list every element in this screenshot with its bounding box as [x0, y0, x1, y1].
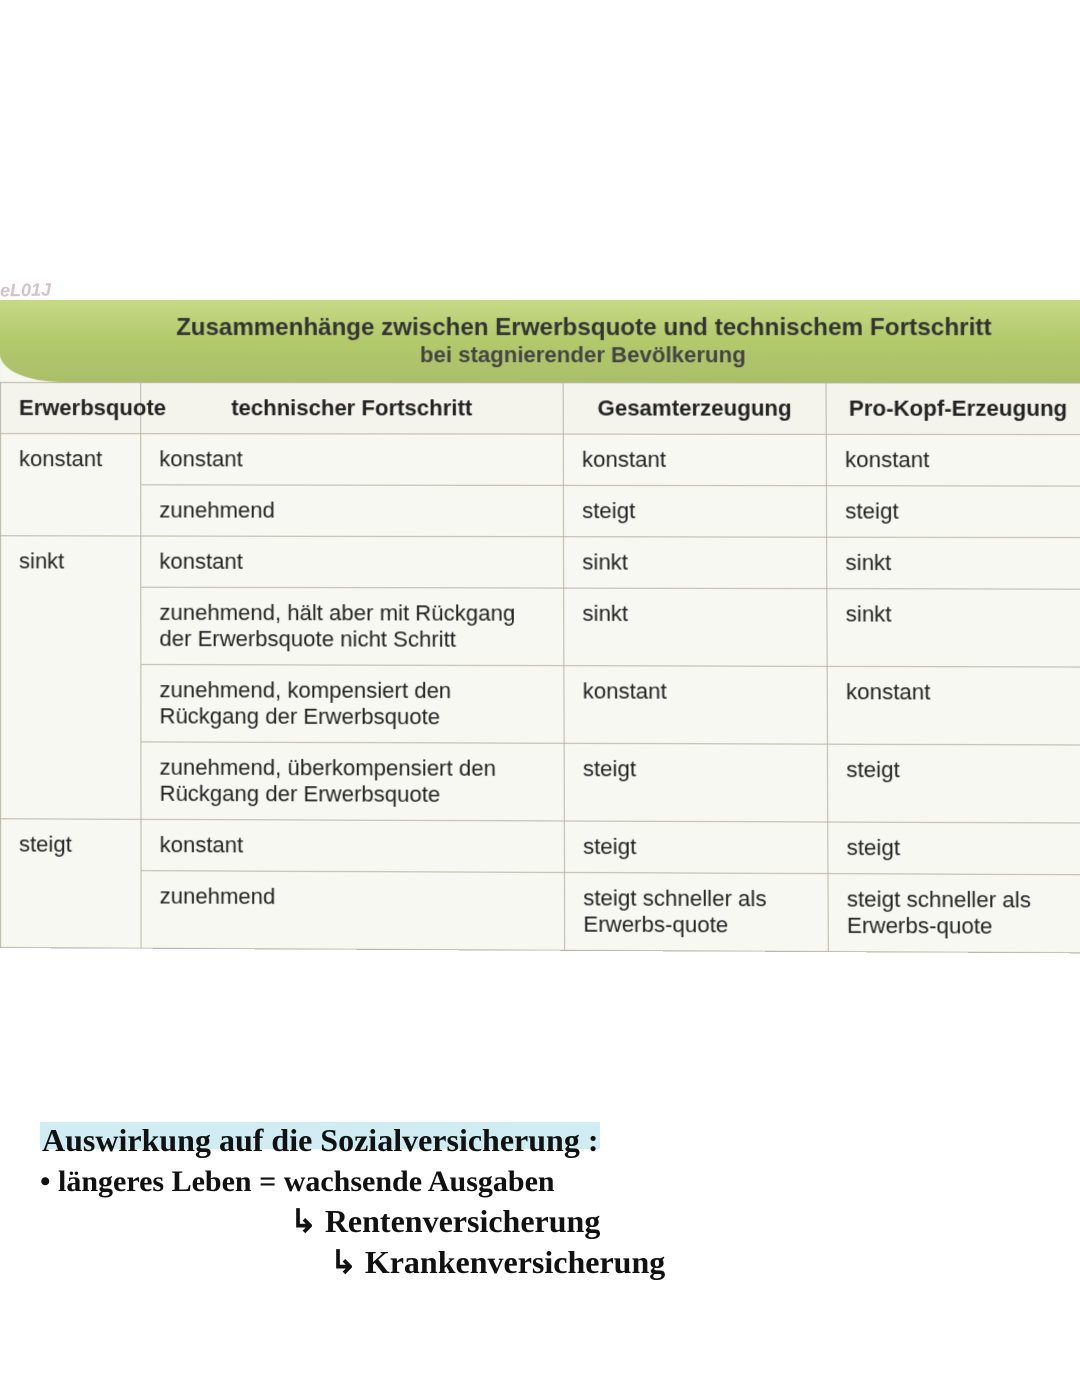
note-highlight: Auswirkung auf die Sozialversicherung :: [40, 1122, 600, 1158]
group-label-sinkt: sinkt: [1, 536, 141, 820]
table-row: zunehmend, kompensiert den Rückgang der …: [1, 664, 1080, 745]
table-row: konstant konstant konstant konstant: [1, 434, 1080, 487]
note-line3: ↳ Rentenversicherung: [290, 1201, 1040, 1243]
note-line1: Auswirkung auf die Sozialversicherung :: [40, 1120, 1040, 1162]
cell-gesamt: sinkt: [564, 537, 827, 589]
table-row: zunehmend steigt schneller als Erwerbs-q…: [1, 870, 1080, 953]
group-label-steigt: steigt: [1, 819, 142, 948]
cell-tech: konstant: [141, 819, 564, 872]
cell-prokopf: konstant: [827, 666, 1080, 745]
cell-tech: zunehmend: [141, 485, 564, 537]
table-row: zunehmend steigt steigt: [1, 485, 1080, 538]
cell-prokopf: steigt: [827, 744, 1080, 823]
table-container: Zusammenhänge zwischen Erwerbsquote und …: [0, 300, 1080, 953]
handwritten-notes: Auswirkung auf die Sozialversicherung : …: [40, 1120, 1040, 1284]
cell-tech: zunehmend, kompensiert den Rückgang der …: [141, 665, 564, 744]
cell-prokopf: steigt: [828, 822, 1080, 875]
cell-prokopf: konstant: [826, 434, 1080, 486]
page-watermark: eL01J: [0, 280, 51, 302]
table-header-row: Erwerbsquote technischer Fortschritt Ges…: [1, 383, 1080, 435]
cell-prokopf: sinkt: [827, 537, 1080, 589]
main-table: Erwerbsquote technischer Fortschritt Ges…: [0, 382, 1080, 953]
table-row: zunehmend, hält aber mit Rückgang der Er…: [1, 587, 1080, 667]
cell-tech: zunehmend, hält aber mit Rückgang der Er…: [141, 587, 564, 665]
cell-gesamt: steigt: [563, 485, 826, 537]
cell-gesamt: sinkt: [564, 588, 827, 666]
group-label-konstant: konstant: [1, 434, 141, 536]
cell-gesamt: steigt schneller als Erwerbs-quote: [564, 872, 828, 951]
cell-gesamt: steigt: [564, 821, 828, 874]
banner-title-line1: Zusammenhänge zwischen Erwerbsquote und …: [120, 314, 1048, 342]
cell-prokopf: sinkt: [827, 589, 1080, 667]
table-row: steigt konstant steigt steigt: [1, 819, 1080, 875]
col-header-erwerbsquote: Erwerbsquote: [1, 383, 141, 434]
cell-tech: zunehmend: [141, 871, 565, 951]
col-header-tech: technischer Fortschritt: [141, 383, 564, 434]
col-header-gesamt: Gesamterzeugung: [563, 383, 826, 435]
cell-prokopf: steigt schneller als Erwerbs-quote: [828, 874, 1080, 953]
note-line4: ↳ Krankenversicherung: [330, 1242, 1040, 1284]
table-banner: Zusammenhänge zwischen Erwerbsquote und …: [0, 300, 1080, 383]
col-header-prokopf: Pro-Kopf-Erzeugung: [826, 383, 1080, 435]
cell-gesamt: steigt: [564, 743, 828, 822]
cell-gesamt: konstant: [564, 666, 828, 745]
banner-title-line2: bei stagnierender Bevölkerung: [120, 342, 1049, 368]
cell-tech: konstant: [141, 536, 564, 588]
cell-tech: zunehmend, überkompensiert den Rückgang …: [141, 742, 564, 821]
cell-tech: konstant: [141, 434, 564, 486]
page: eL01J Zusammenhänge zwischen Erwerbsquot…: [0, 0, 1080, 1397]
cell-prokopf: steigt: [826, 486, 1080, 538]
table-row: zunehmend, überkompensiert den Rückgang …: [1, 741, 1080, 823]
table-row: sinkt konstant sinkt sinkt: [1, 536, 1080, 589]
note-line2: • längeres Leben = wachsende Ausgaben: [40, 1162, 1040, 1201]
cell-gesamt: konstant: [563, 434, 826, 486]
